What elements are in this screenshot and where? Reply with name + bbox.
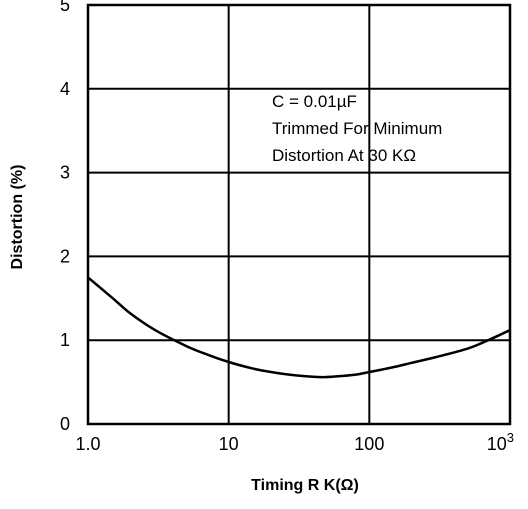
y-tick-label: 4 (60, 79, 70, 99)
x-tick-label: 100 (354, 434, 384, 454)
grid-lines (88, 5, 510, 424)
tick-labels: 0 1 2 3 4 5 1.0 10 100 103 (60, 0, 514, 454)
y-tick-label: 1 (60, 330, 70, 350)
annotation-line-trimmed: Trimmed For Minimum (272, 119, 442, 138)
series-lines (87, 276, 511, 379)
annotation-line-capacitance: C = 0.01µF (272, 92, 357, 111)
annotation-box: C = 0.01µF Trimmed For Minimum Distortio… (272, 92, 442, 165)
annotation-line-distortion: Distortion At 30 KΩ (272, 146, 416, 165)
x-tick-label: 10 (219, 434, 239, 454)
y-tick-label: 3 (60, 163, 70, 183)
distortion-curve (87, 276, 511, 379)
y-tick-label: 0 (60, 414, 70, 434)
y-tick-label: 5 (60, 0, 70, 15)
x-tick-label: 103 (487, 430, 514, 454)
plot-frame (86, 3, 512, 426)
y-tick-label: 2 (60, 246, 70, 266)
y-axis-title: Distortion (%) (9, 165, 26, 270)
x-axis-title: Timing R K(Ω) (251, 477, 359, 494)
x-tick-label: 1.0 (75, 434, 100, 454)
